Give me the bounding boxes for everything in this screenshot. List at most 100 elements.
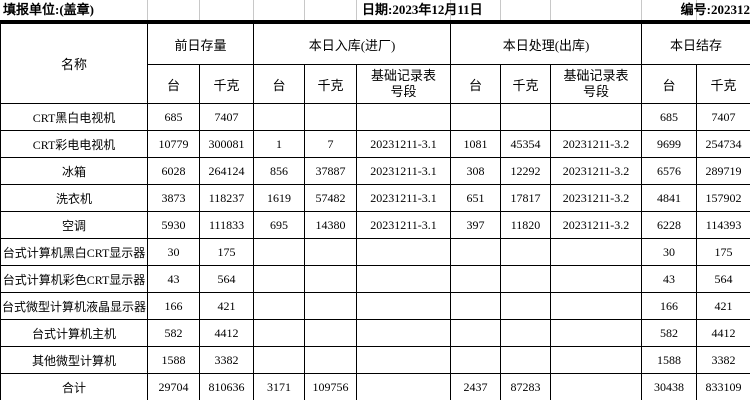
col-header-name: 名称 <box>0 23 148 104</box>
table-cell: 308 <box>450 157 502 185</box>
table-cell: 57482 <box>304 184 358 212</box>
report-number-label: 编号:202312 <box>680 2 750 17</box>
row-label: 台式计算机黑白CRT显示器 <box>0 238 148 266</box>
table-cell: 114393 <box>696 211 750 239</box>
table-cell <box>450 319 502 347</box>
table-cell <box>304 238 358 266</box>
table-cell: 1588 <box>641 346 698 374</box>
table-cell: 20231211-3.2 <box>550 184 643 212</box>
table-cell: 833109 <box>696 373 750 400</box>
table-cell <box>500 238 552 266</box>
table-cell <box>253 319 306 347</box>
row-label: 台式计算机主机 <box>0 319 148 347</box>
table-cell: 254734 <box>696 130 750 158</box>
table-cell: 4412 <box>198 319 255 347</box>
table-cell: 20231211-3.1 <box>356 130 452 158</box>
table-row: 空调 5930 111833 695 14380 20231211-3.1 397 11820… <box>0 211 750 239</box>
table-row: 冰箱 6028 264124 856 37887 20231211-3.1 308 12292… <box>0 157 750 185</box>
table-cell: 7 <box>304 130 358 158</box>
table-cell <box>253 265 306 293</box>
table-row: CRT黑白电视机 685 7407 685 7407 <box>0 103 750 131</box>
table-row: 台式计算机主机 582 4412 582 4412 <box>0 319 750 347</box>
table-cell <box>450 103 502 131</box>
table-cell: 4841 <box>641 184 698 212</box>
table-cell: 264124 <box>198 157 255 185</box>
table-cell <box>356 346 452 374</box>
table-row: CRT彩电电视机 10779 300081 1 7 20231211-3.1 1081 453… <box>0 130 750 158</box>
table-cell <box>500 319 552 347</box>
table-cell: 3382 <box>198 346 255 374</box>
table-cell: 1619 <box>253 184 306 212</box>
table-cell: 30438 <box>641 373 698 400</box>
table-cell: 30 <box>641 238 698 266</box>
table-row: 台式计算机黑白CRT显示器 30 175 30 175 <box>0 238 750 266</box>
table-cell: 6228 <box>641 211 698 239</box>
table-cell <box>550 103 643 131</box>
table-cell: 582 <box>641 319 698 347</box>
table-cell: 9699 <box>641 130 698 158</box>
table-cell: 397 <box>450 211 502 239</box>
faint-grid-line <box>450 0 451 20</box>
table-cell: 421 <box>696 292 750 320</box>
table-cell: 20231211-3.1 <box>356 184 452 212</box>
table-cell <box>356 265 452 293</box>
table-cell: 175 <box>696 238 750 266</box>
col-header-record-range: 基础记录表号段 <box>550 64 643 104</box>
table-cell <box>450 265 502 293</box>
table-cell: 20231211-3.1 <box>356 157 452 185</box>
table-row: 合计 29704 810636 3171 109756 2437 87283 30438 833… <box>0 373 750 400</box>
table-cell: 1081 <box>450 130 502 158</box>
table-cell: 300081 <box>198 130 255 158</box>
table-row: 洗衣机 3873 118237 1619 57482 20231211-3.1 651 178… <box>0 184 750 212</box>
table-cell: 5930 <box>147 211 200 239</box>
table-cell <box>500 292 552 320</box>
table-cell <box>550 319 643 347</box>
faint-grid-line <box>696 0 697 20</box>
table-cell <box>304 103 358 131</box>
table-cell <box>356 373 452 400</box>
table-cell <box>253 292 306 320</box>
table-cell: 157902 <box>696 184 750 212</box>
faint-grid-line <box>199 0 200 20</box>
table-cell: 175 <box>198 238 255 266</box>
table-cell: 1 <box>253 130 306 158</box>
table-cell: 118237 <box>198 184 255 212</box>
table-cell: 17817 <box>500 184 552 212</box>
table-cell: 11820 <box>500 211 552 239</box>
row-label: CRT彩电电视机 <box>0 130 148 158</box>
table-header: 名称 前日存量 本日入库(进厂) 本日处理(出库) 本日结存 台 千克 台 千克… <box>0 23 750 104</box>
table-cell: 111833 <box>198 211 255 239</box>
table-cell: 685 <box>641 103 698 131</box>
report-date-label: 日期:2023年12月11日 <box>362 2 483 17</box>
row-label: 台式计算机彩色CRT显示器 <box>0 265 148 293</box>
table-cell: 45354 <box>500 130 552 158</box>
table-cell <box>356 238 452 266</box>
row-label: 其他微型计算机 <box>0 346 148 374</box>
faint-grid-line <box>641 0 642 20</box>
table-cell <box>500 265 552 293</box>
col-group-today-inbound: 本日入库(进厂) <box>253 23 452 65</box>
table-cell <box>253 238 306 266</box>
table-cell <box>356 292 452 320</box>
table-cell: 3171 <box>253 373 306 400</box>
col-group-today-processed: 本日处理(出库) <box>450 23 643 65</box>
faint-grid-line <box>304 0 305 20</box>
table-cell: 856 <box>253 157 306 185</box>
col-header-units: 台 <box>641 64 698 104</box>
table-body: CRT黑白电视机 685 7407 685 7407 CRT彩电电视机 10779 30008… <box>0 103 750 400</box>
col-header-units: 台 <box>450 64 502 104</box>
table-cell <box>550 292 643 320</box>
col-group-today-balance: 本日结存 <box>641 23 750 65</box>
table-cell <box>253 346 306 374</box>
table-cell: 810636 <box>198 373 255 400</box>
table-cell <box>304 319 358 347</box>
table-cell <box>304 346 358 374</box>
table-cell: 4412 <box>696 319 750 347</box>
table-cell: 37887 <box>304 157 358 185</box>
table-cell: 12292 <box>500 157 552 185</box>
table-cell: 30 <box>147 238 200 266</box>
faint-grid-line <box>253 0 254 20</box>
table-cell: 564 <box>198 265 255 293</box>
table-cell: 685 <box>147 103 200 131</box>
table-cell: 20231211-3.2 <box>550 211 643 239</box>
